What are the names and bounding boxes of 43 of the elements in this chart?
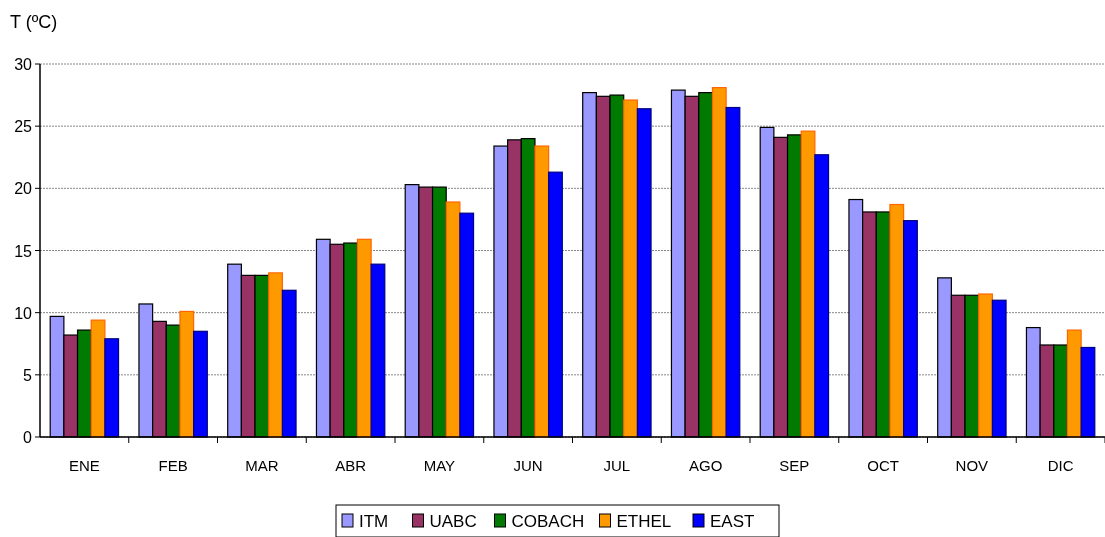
bar [991,299,1007,438]
bar [268,272,283,438]
bar [370,263,386,438]
legend-label: ETHEL [616,512,672,531]
bar [903,220,918,438]
y-axis-title: T (ºC) [10,12,58,32]
y-tick-label: 20 [14,180,33,198]
bar [1080,346,1096,438]
bar [889,203,905,438]
bar [978,293,993,438]
bar [636,108,652,438]
x-tick-label: JUN [513,457,543,474]
legend-label: COBACH [511,512,585,531]
x-tick-label: MAR [245,457,279,474]
bar [623,99,638,438]
legend-label: ITM [359,512,389,531]
x-tick-label: NOV [955,457,989,474]
bar [548,171,563,438]
bar [281,289,297,438]
bar [104,338,120,438]
x-tick-label: DIC [1047,457,1074,474]
x-tick-label: ABR [335,457,367,474]
bar [725,106,741,438]
x-tick-label: AGO [688,457,723,474]
bar [193,330,208,438]
legend-label: EAST [710,512,755,531]
bar [459,212,475,438]
x-tick-label: MAY [423,457,456,474]
x-tick-label: OCT [867,457,899,474]
bar [534,145,550,438]
y-tick-label: 15 [14,242,33,260]
legend-label: UABC [429,512,477,531]
x-tick-label: SEP [779,457,810,474]
y-tick-label: 0 [23,429,33,446]
y-tick-label: 30 [14,56,33,73]
x-tick-label: JUL [603,457,631,474]
bar [814,154,830,438]
x-tick-label: FEB [158,457,188,474]
y-tick-label: 25 [14,118,33,136]
bar [179,310,195,438]
y-tick-label: 10 [14,304,33,322]
y-tick-label: 5 [23,366,33,384]
x-tick-label: ENE [68,457,100,474]
